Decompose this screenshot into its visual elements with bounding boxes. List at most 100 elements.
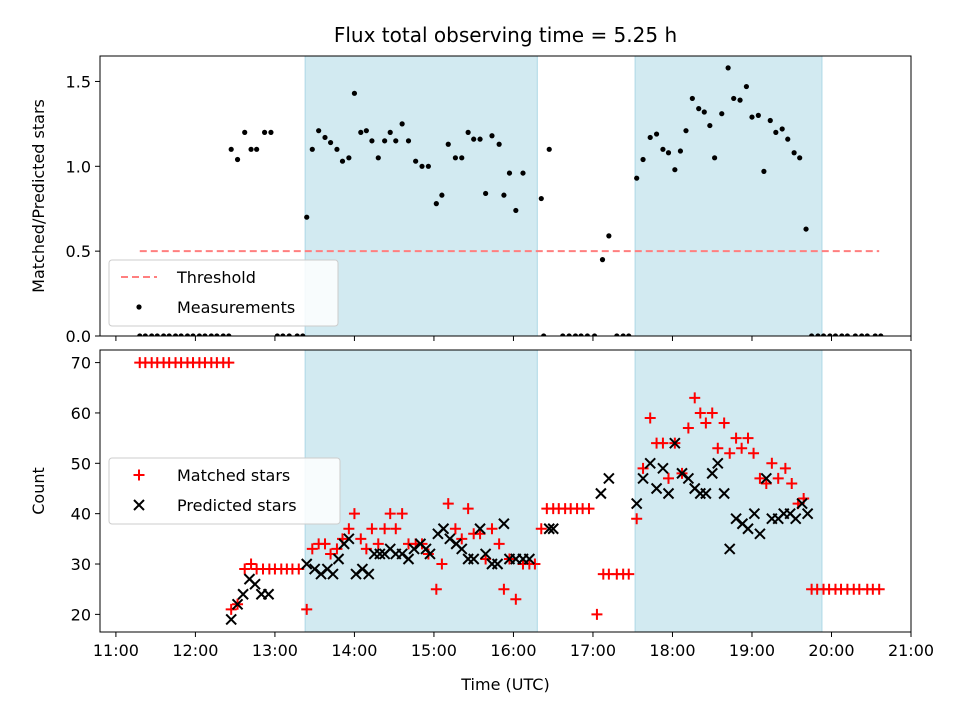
- data-point: [304, 214, 310, 220]
- data-point: [724, 447, 736, 459]
- data-point: [712, 457, 724, 470]
- data-point: [790, 512, 802, 525]
- data-point: [491, 558, 504, 570]
- data-point: [498, 518, 510, 530]
- data-point: [322, 134, 328, 141]
- x-tick-label: 14:00: [331, 641, 377, 660]
- data-point: [387, 129, 393, 135]
- data-point: [439, 192, 445, 198]
- data-point: [520, 170, 526, 176]
- data-point: [653, 131, 660, 137]
- data-point: [523, 553, 536, 565]
- y-tick-label: 50: [71, 454, 91, 473]
- y-tick-label: 40: [71, 505, 91, 524]
- x-tick-label: 16:00: [490, 641, 536, 660]
- data-point: [223, 357, 235, 369]
- data-point: [766, 457, 778, 469]
- data-point: [442, 498, 454, 510]
- y-axis-label: Count: [29, 467, 48, 515]
- legend-marker: [133, 469, 145, 481]
- data-point: [689, 95, 695, 102]
- data-point: [754, 472, 766, 484]
- data-point: [809, 333, 815, 336]
- data-point: [343, 533, 355, 545]
- legend-label: Matched stars: [177, 466, 290, 485]
- data-point: [331, 543, 343, 555]
- data-point: [725, 65, 731, 71]
- data-point: [754, 528, 766, 540]
- data-point: [334, 146, 340, 152]
- data-point: [731, 95, 737, 102]
- data-point: [178, 333, 184, 336]
- data-point: [379, 523, 391, 535]
- data-point: [456, 543, 468, 555]
- data-point: [268, 129, 274, 135]
- data-point: [578, 333, 584, 336]
- legend-label: Predicted stars: [177, 496, 297, 515]
- data-point: [172, 333, 179, 336]
- data-point: [493, 538, 505, 550]
- data-point: [149, 333, 155, 336]
- data-point: [225, 603, 237, 615]
- data-point: [719, 111, 725, 117]
- data-point: [369, 138, 375, 144]
- data-point: [375, 155, 381, 161]
- y-tick-label: 20: [71, 605, 91, 624]
- data-point: [214, 333, 220, 336]
- data-point: [413, 158, 419, 164]
- data-point: [220, 333, 226, 336]
- data-point: [583, 503, 595, 515]
- top-panel: 0.0 0.5 1.0 1.5 Matched/Predicted stars Thres…: [29, 55, 912, 346]
- data-point: [748, 447, 760, 459]
- data-point: [712, 442, 724, 454]
- data-point: [348, 508, 360, 520]
- data-point: [445, 141, 451, 147]
- legend-box: [108, 259, 339, 327]
- y-tick-label: 1.0: [66, 157, 91, 176]
- data-point: [637, 472, 649, 485]
- data-point: [496, 141, 502, 147]
- y-tick-label: 70: [71, 354, 91, 373]
- x-tick-label: 20:00: [808, 641, 854, 660]
- data-point: [712, 155, 718, 161]
- data-point: [878, 333, 884, 336]
- data-point: [184, 333, 191, 336]
- data-point: [662, 487, 675, 500]
- data-point: [319, 538, 331, 550]
- chart-title: Flux total observing time = 5.25 h: [334, 23, 677, 47]
- data-point: [669, 437, 681, 449]
- data-point: [665, 150, 672, 156]
- data-point: [718, 417, 730, 429]
- data-point: [694, 407, 706, 419]
- data-point: [510, 593, 522, 605]
- data-point: [301, 603, 313, 615]
- data-point: [405, 138, 412, 144]
- data-point: [396, 508, 408, 520]
- data-point: [351, 90, 358, 96]
- data-point: [190, 333, 196, 336]
- data-point: [239, 563, 251, 575]
- data-point: [419, 163, 425, 169]
- data-point: [390, 523, 402, 535]
- data-point: [479, 548, 492, 560]
- data-point: [873, 583, 885, 595]
- data-point: [459, 155, 465, 161]
- data-point: [437, 523, 450, 535]
- legend-marker: [136, 304, 142, 310]
- data-point: [541, 333, 547, 336]
- data-point: [743, 83, 750, 90]
- data-point: [547, 523, 559, 535]
- data-point: [467, 553, 480, 565]
- data-point: [424, 548, 436, 560]
- data-point: [237, 588, 249, 600]
- series-measurements: [137, 65, 884, 336]
- data-point: [803, 226, 809, 232]
- data-point: [294, 333, 300, 336]
- data-point: [309, 146, 315, 152]
- y-tick-label: 0.0: [66, 327, 91, 346]
- data-point: [707, 122, 713, 129]
- data-point: [137, 333, 143, 336]
- data-point: [742, 432, 754, 444]
- x-tick-label: 21:00: [888, 641, 934, 660]
- data-point: [280, 333, 286, 336]
